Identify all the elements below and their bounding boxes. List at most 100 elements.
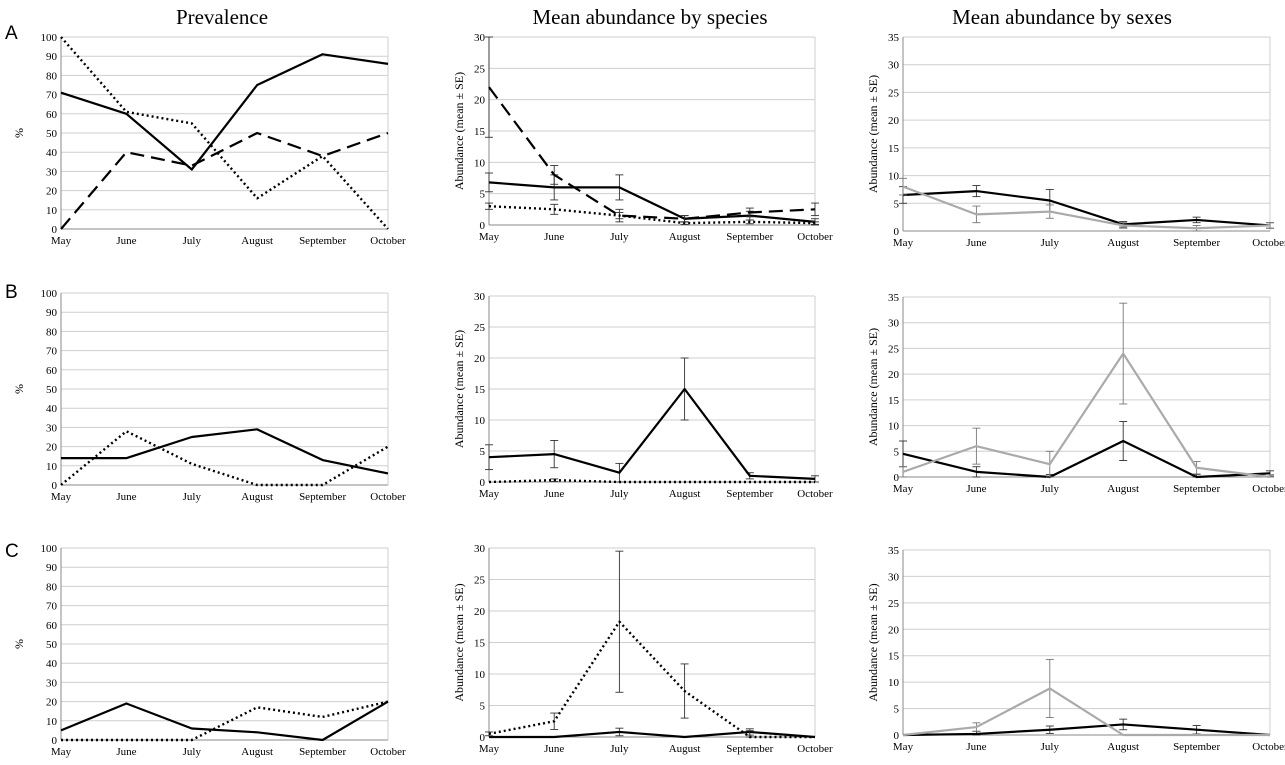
x-tick-label: June xyxy=(966,483,986,495)
x-tick-label: September xyxy=(1173,483,1220,495)
y-tick-label: 50 xyxy=(46,128,58,140)
y-tick-label: 20 xyxy=(46,697,58,709)
y-axis-label: % xyxy=(12,639,26,649)
x-tick-label: October xyxy=(797,743,833,755)
y-tick-label: 15 xyxy=(888,143,900,155)
y-tick-label: 80 xyxy=(46,70,58,82)
series-line xyxy=(61,428,389,475)
x-tick-label: June xyxy=(544,743,564,755)
y-tick-label: 10 xyxy=(474,157,486,169)
y-tick-label: 0 xyxy=(894,730,900,742)
series-line xyxy=(488,86,816,220)
series-line xyxy=(60,430,389,487)
y-tick-label: 20 xyxy=(474,606,486,618)
y-tick-label: 0 xyxy=(480,732,486,744)
y-tick-label: 30 xyxy=(888,318,900,330)
y-tick-label: 25 xyxy=(474,575,486,587)
row-label-c: C xyxy=(5,541,19,562)
row-label-b: B xyxy=(5,282,18,303)
y-tick-label: 20 xyxy=(474,353,486,365)
y-tick-label: 10 xyxy=(888,677,900,689)
x-tick-label: June xyxy=(116,491,136,503)
y-tick-label: 40 xyxy=(46,147,58,159)
y-tick-label: 25 xyxy=(474,63,486,75)
series-line xyxy=(60,131,389,230)
y-tick-label: 30 xyxy=(46,677,58,689)
x-tick-label: August xyxy=(241,235,273,247)
y-tick-label: 0 xyxy=(52,735,58,747)
x-tick-label: August xyxy=(669,488,701,500)
x-tick-label: July xyxy=(1041,483,1060,495)
x-tick-label: June xyxy=(116,746,136,758)
x-tick-label: September xyxy=(299,491,346,503)
y-tick-label: 100 xyxy=(41,32,58,44)
y-tick-label: 15 xyxy=(888,395,900,407)
x-tick-label: October xyxy=(797,488,833,500)
x-tick-label: September xyxy=(299,746,346,758)
x-tick-label: October xyxy=(797,231,833,243)
column-title-abundance-species: Mean abundance by species xyxy=(533,5,768,29)
series-line xyxy=(488,205,816,225)
y-tick-label: 70 xyxy=(46,346,58,358)
x-tick-label: June xyxy=(966,741,986,753)
x-tick-label: July xyxy=(610,743,629,755)
x-tick-label: June xyxy=(116,235,136,247)
chart-panel: 0 10 20 30 40 50 60 70 80 90 100 May June July August S… xyxy=(12,32,406,247)
y-tick-label: 10 xyxy=(474,669,486,681)
chart-panel: 0 10 20 30 40 50 60 70 80 90 100 May June July August S… xyxy=(12,288,406,503)
y-tick-label: 35 xyxy=(888,32,900,44)
chart-panel: 0 5 10 15 20 25 30 35 May June July August September… xyxy=(866,292,1285,495)
y-tick-label: 50 xyxy=(46,384,58,396)
x-tick-label: July xyxy=(183,491,202,503)
y-tick-label: 30 xyxy=(888,60,900,72)
y-tick-label: 35 xyxy=(888,545,900,557)
row-label-a: A xyxy=(5,23,18,44)
y-tick-label: 80 xyxy=(46,326,58,338)
x-tick-label: May xyxy=(479,488,500,500)
x-tick-label: August xyxy=(669,743,701,755)
y-tick-label: 20 xyxy=(46,186,58,198)
x-tick-label: September xyxy=(726,231,773,243)
x-tick-label: July xyxy=(1041,741,1060,753)
y-axis-label: Abundance (mean ± SE) xyxy=(866,583,880,701)
y-axis-label: % xyxy=(12,128,26,138)
y-tick-label: 0 xyxy=(894,226,900,238)
y-tick-label: 30 xyxy=(474,543,486,555)
y-tick-label: 20 xyxy=(474,95,486,107)
x-tick-label: August xyxy=(241,746,273,758)
x-tick-label: May xyxy=(479,231,500,243)
series-line xyxy=(902,189,1271,227)
series-line xyxy=(60,700,389,742)
y-axis-label: Abundance (mean ± SE) xyxy=(452,72,466,190)
x-tick-label: May xyxy=(51,746,72,758)
series-line xyxy=(488,181,816,223)
y-tick-label: 25 xyxy=(474,322,486,334)
x-tick-label: June xyxy=(966,237,986,249)
x-tick-label: July xyxy=(610,488,629,500)
x-tick-label: August xyxy=(1107,237,1139,249)
x-tick-label: September xyxy=(726,488,773,500)
x-tick-label: July xyxy=(183,235,202,247)
y-tick-label: 15 xyxy=(474,384,486,396)
chart-panel: 0 5 10 15 20 25 30 35 May June July August September… xyxy=(866,32,1285,249)
y-tick-label: 70 xyxy=(46,90,58,102)
y-tick-label: 90 xyxy=(46,51,58,63)
chart-panel: 0 5 10 15 20 25 30 35 May June July August September… xyxy=(866,545,1285,753)
y-tick-label: 5 xyxy=(480,701,486,713)
y-tick-label: 20 xyxy=(888,624,900,636)
y-tick-label: 0 xyxy=(480,220,486,232)
x-tick-label: May xyxy=(51,491,72,503)
y-axis-label: Abundance (mean ± SE) xyxy=(452,330,466,448)
chart-panel: 0 10 20 30 40 50 60 70 80 90 100 May June July August S… xyxy=(12,543,406,758)
x-tick-label: August xyxy=(241,491,273,503)
x-tick-label: May xyxy=(893,483,914,495)
y-tick-label: 25 xyxy=(888,598,900,610)
y-tick-label: 30 xyxy=(474,32,486,44)
y-tick-label: 10 xyxy=(46,205,58,217)
series-line xyxy=(488,387,816,480)
y-tick-label: 10 xyxy=(888,171,900,183)
y-tick-label: 40 xyxy=(46,658,58,670)
y-tick-label: 90 xyxy=(46,307,58,319)
column-title-prevalence: Prevalence xyxy=(176,5,268,29)
